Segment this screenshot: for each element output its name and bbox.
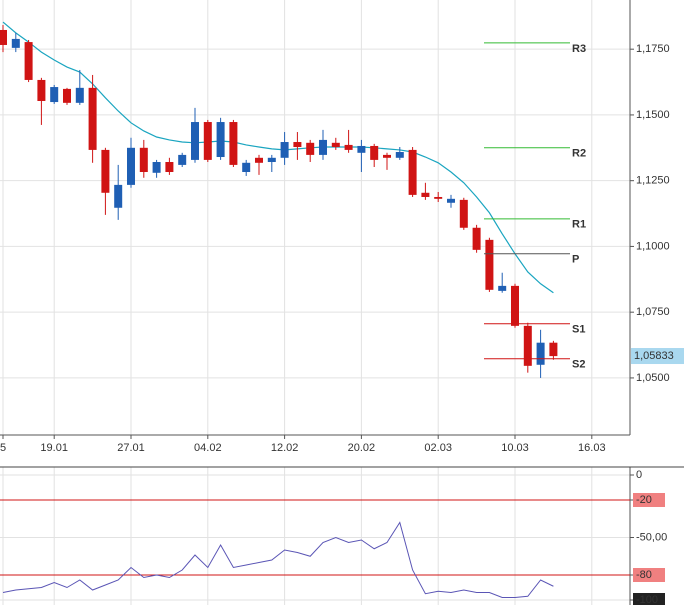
candle-body xyxy=(11,38,20,48)
candle-body xyxy=(0,29,7,45)
tick-label-box xyxy=(633,568,665,582)
candle-body xyxy=(229,122,238,165)
candle-body xyxy=(101,149,110,193)
candle-body xyxy=(523,325,532,366)
pivot-label: P xyxy=(572,254,579,266)
x-tick-label: 02.03 xyxy=(424,442,452,454)
candle-body xyxy=(357,145,366,153)
y-tick-label: 1,1500 xyxy=(636,109,670,121)
tick-label-box xyxy=(633,593,665,605)
x-tick-label: 19.01 xyxy=(40,442,68,454)
pivot-label: S1 xyxy=(572,324,585,336)
candle-body xyxy=(165,162,174,173)
x-tick-label: 12.02 xyxy=(271,442,299,454)
y-tick-label: 1,1750 xyxy=(636,43,670,55)
candle-body xyxy=(472,227,481,250)
y-tick-label: -100 xyxy=(636,594,658,605)
candle-body xyxy=(280,142,289,158)
candle-body xyxy=(344,144,353,150)
y-tick-label: 1,1000 xyxy=(636,240,670,252)
x-tick-label: 04.02 xyxy=(194,442,222,454)
tick-label-box xyxy=(633,493,665,507)
candle-body xyxy=(191,122,199,160)
pivot-label: R1 xyxy=(572,219,586,231)
candle-body xyxy=(88,87,97,150)
y-tick-label: -80 xyxy=(636,569,652,581)
candle-body xyxy=(421,192,430,197)
candle-body xyxy=(319,139,327,155)
y-tick-label: 1,1250 xyxy=(636,175,670,187)
candle-body xyxy=(498,285,507,291)
candle-body xyxy=(178,154,187,165)
candle-body xyxy=(370,145,379,160)
candle-body xyxy=(485,239,494,290)
x-tick-label: 10.03 xyxy=(501,442,529,454)
y-tick-label: 1,0750 xyxy=(636,306,670,318)
y-tick-label: 0 xyxy=(636,469,642,481)
candle-body xyxy=(536,342,545,365)
candle-body xyxy=(255,157,263,163)
candle-body xyxy=(293,142,302,148)
last-price-label: 1,05833 xyxy=(634,350,674,362)
candle-body xyxy=(408,149,417,195)
y-tick-label: -20 xyxy=(636,494,652,506)
candle-body xyxy=(75,87,84,103)
x-tick-label: 20.02 xyxy=(348,442,376,454)
y-tick-label: -50,00 xyxy=(636,531,667,543)
candle-body xyxy=(459,199,468,228)
candle-body xyxy=(306,142,315,155)
candle-body xyxy=(37,79,46,101)
candle-body xyxy=(447,198,455,203)
oscillator-line xyxy=(2,521,554,598)
candle-body xyxy=(152,162,161,173)
candle-body xyxy=(63,88,71,103)
candle-body xyxy=(24,42,33,80)
candle-body xyxy=(383,154,391,158)
candle-body xyxy=(50,87,59,103)
candle-body xyxy=(331,142,340,148)
candle-body xyxy=(549,342,558,357)
moving-average-line xyxy=(2,21,554,294)
pivot-label: R2 xyxy=(572,148,586,160)
pivot-label: S2 xyxy=(572,359,585,371)
candle-body xyxy=(216,122,225,158)
candle-body xyxy=(511,285,519,326)
candle-body xyxy=(127,147,135,185)
pivot-label: R3 xyxy=(572,43,586,55)
candle-body xyxy=(203,122,212,160)
y-tick-label: 1,0500 xyxy=(636,372,670,384)
candle-body xyxy=(267,157,276,163)
candle-body xyxy=(434,196,443,199)
x-tick-label: 16.03 xyxy=(578,442,606,454)
candle-body xyxy=(139,147,148,173)
candle-body xyxy=(242,162,251,173)
x-tick-label: 27.01 xyxy=(117,442,145,454)
candle-body xyxy=(114,184,123,208)
last-price-box xyxy=(631,348,684,365)
x-tick-label: 5 xyxy=(0,442,6,454)
candle-body xyxy=(395,152,404,158)
